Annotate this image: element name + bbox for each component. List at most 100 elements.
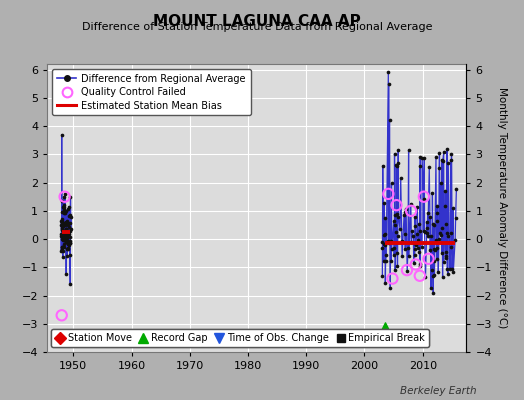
Point — [447, 150, 456, 157]
Point — [378, 272, 387, 279]
Point — [413, 230, 421, 237]
Point — [58, 246, 67, 253]
Text: MOUNT LAGUNA CAA AP: MOUNT LAGUNA CAA AP — [153, 14, 361, 29]
Point — [60, 241, 68, 247]
Point — [61, 222, 70, 229]
Point — [379, 258, 388, 264]
Point — [61, 220, 69, 227]
Point — [67, 214, 75, 220]
Point — [58, 333, 66, 340]
Point — [61, 235, 70, 241]
Point — [58, 236, 67, 242]
Point — [380, 241, 388, 248]
Point — [430, 246, 439, 252]
Point — [62, 226, 71, 232]
Point — [64, 220, 73, 226]
Point — [64, 206, 72, 212]
Point — [59, 234, 68, 240]
Point — [57, 222, 66, 228]
Point — [438, 225, 446, 232]
Point — [385, 117, 394, 124]
Point — [420, 194, 428, 200]
Point — [414, 245, 422, 252]
Point — [58, 312, 66, 318]
Point — [60, 210, 69, 216]
Point — [438, 156, 446, 163]
Point — [388, 275, 397, 282]
Point — [63, 246, 72, 252]
Point — [401, 209, 410, 215]
Point — [62, 218, 70, 225]
Point — [402, 206, 410, 212]
Point — [393, 163, 401, 170]
Point — [442, 220, 450, 227]
Point — [435, 150, 444, 156]
Point — [63, 237, 71, 243]
Point — [444, 160, 452, 166]
Point — [409, 233, 418, 239]
Point — [58, 225, 66, 231]
Point — [60, 194, 69, 200]
Point — [416, 263, 424, 269]
Point — [444, 233, 452, 240]
Point — [66, 281, 74, 288]
Point — [401, 231, 409, 238]
Point — [391, 267, 399, 273]
Point — [452, 185, 461, 192]
Point — [58, 218, 66, 224]
Point — [410, 240, 419, 246]
Point — [407, 208, 415, 214]
Point — [449, 205, 457, 212]
Point — [394, 263, 402, 270]
Point — [390, 245, 399, 252]
Point — [59, 223, 67, 229]
Point — [381, 215, 389, 221]
Point — [423, 233, 432, 239]
Point — [435, 165, 443, 171]
Point — [61, 226, 70, 232]
Point — [59, 237, 67, 244]
Point — [66, 252, 74, 258]
Point — [392, 250, 401, 256]
Point — [408, 228, 416, 234]
Point — [380, 242, 389, 248]
Point — [433, 244, 441, 251]
Point — [398, 252, 406, 259]
Point — [387, 246, 396, 252]
Point — [442, 255, 450, 261]
Point — [57, 230, 66, 237]
Legend: Station Move, Record Gap, Time of Obs. Change, Empirical Break: Station Move, Record Gap, Time of Obs. C… — [51, 329, 429, 347]
Point — [404, 244, 412, 251]
Text: Difference of Station Temperature Data from Regional Average: Difference of Station Temperature Data f… — [82, 22, 432, 32]
Point — [418, 244, 427, 250]
Point — [61, 219, 69, 226]
Point — [60, 220, 69, 226]
Point — [423, 210, 432, 216]
Point — [410, 251, 419, 258]
Point — [416, 163, 424, 169]
Point — [429, 272, 437, 279]
Point — [394, 232, 402, 239]
Y-axis label: Monthly Temperature Anomaly Difference (°C): Monthly Temperature Anomaly Difference (… — [497, 87, 507, 329]
Point — [432, 237, 441, 243]
Point — [59, 247, 68, 254]
Point — [434, 236, 443, 242]
Point — [66, 240, 74, 247]
Point — [400, 212, 408, 218]
Point — [63, 234, 72, 240]
Point — [430, 272, 439, 279]
Point — [59, 244, 67, 250]
Point — [387, 180, 396, 187]
Point — [390, 222, 399, 228]
Point — [416, 154, 424, 160]
Point — [447, 230, 456, 236]
Point — [58, 244, 66, 250]
Point — [66, 212, 74, 218]
Point — [58, 197, 66, 204]
Point — [416, 260, 424, 267]
Point — [67, 194, 75, 200]
Point — [60, 210, 68, 216]
Point — [449, 268, 457, 275]
Point — [423, 230, 431, 236]
Point — [65, 213, 73, 220]
